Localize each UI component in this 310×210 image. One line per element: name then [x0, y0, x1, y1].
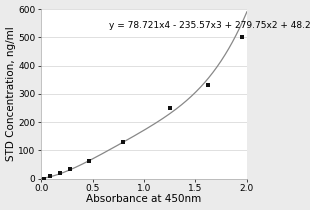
Point: [48, 174, 53, 177]
X-axis label: Absorbance at 450nm: Absorbance at 450nm: [86, 194, 202, 205]
Point: [167, 106, 172, 110]
Point: [205, 84, 210, 87]
Y-axis label: STD Concentration, ng/ml: STD Concentration, ng/ml: [6, 26, 16, 161]
Point: [57, 172, 62, 175]
Text: y = 78.721x4 - 235.57x3 + 279.75x2 + 48.209x: y = 78.721x4 - 235.57x3 + 279.75x2 + 48.…: [109, 21, 310, 30]
Point: [239, 36, 244, 39]
Point: [42, 177, 47, 180]
Point: [121, 140, 126, 143]
Point: [87, 159, 92, 162]
Point: [68, 167, 73, 170]
